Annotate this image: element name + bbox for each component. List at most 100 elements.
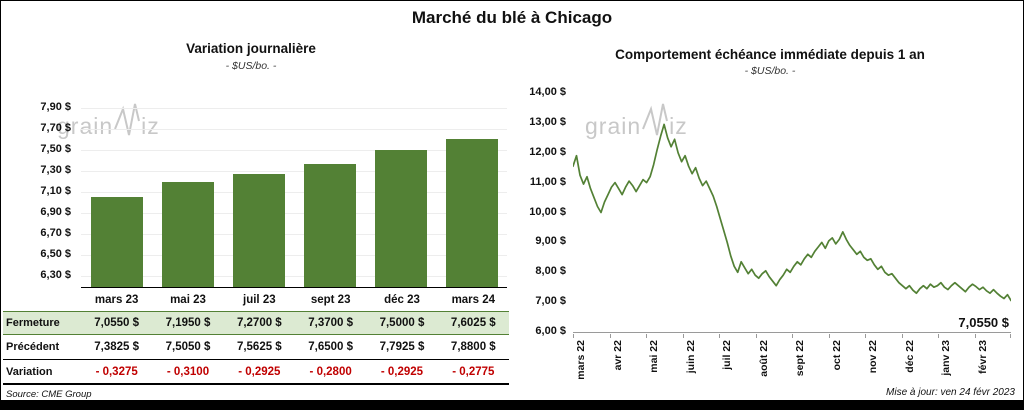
x-axis-label: nov 22 [867, 340, 879, 374]
table-cell: 7,1950 $ [165, 317, 211, 329]
x-axis-label: mai 22 [648, 340, 660, 373]
grainwiz-watermark: grain iz [57, 101, 160, 141]
axis-tick [719, 334, 720, 338]
x-axis-label: déc 22 [903, 340, 916, 373]
price-table: mars 23 mai 23 juil 23 sept 23 déc 23 mars 24… [3, 289, 509, 385]
table-row-variation: Variation - 0,3275 - 0,3100 - 0,2925 - 0,280… [3, 360, 509, 385]
y-axis-label: 13,00 $ [529, 115, 566, 128]
axis-tick [1010, 334, 1011, 338]
y-axis-label: 6,00 $ [535, 325, 566, 337]
y-axis-label: 9,00 $ [535, 235, 566, 248]
column-header: mars 24 [451, 294, 496, 306]
y-axis-label: 7,50 $ [40, 142, 71, 155]
right-chart-subtitle: - $US/bo. - [744, 65, 796, 77]
y-axis-label: 10,00 $ [529, 205, 566, 218]
left-chart-title: Variation journalière [186, 41, 316, 56]
gridline [81, 128, 507, 130]
axis-tick [755, 334, 757, 338]
line-chart-plot [572, 93, 1012, 333]
zigzag-icon [642, 103, 669, 136]
x-axis-label: mars 22 [575, 340, 587, 380]
zigzag-icon [114, 103, 141, 136]
source-note: Source: CME Group [6, 389, 92, 400]
y-axis-label: 7,10 $ [40, 185, 71, 197]
table-cell: 7,6025 $ [450, 317, 496, 329]
axis-tick [682, 334, 684, 338]
x-axis-label: janv 23 [940, 340, 952, 376]
update-note: Mise à jour: ven 24 févr 2023 [886, 387, 1015, 398]
price-line [572, 123, 1012, 302]
y-axis-label: 14,00 $ [529, 86, 566, 98]
left-chart-subtitle: - $US/bo. - [225, 60, 277, 72]
bar [374, 149, 427, 287]
y-axis-label: 6,90 $ [40, 206, 71, 219]
page-title: Marché du blé à Chicago [411, 8, 613, 27]
gridline [81, 255, 507, 257]
x-axis-label: avr 22 [611, 340, 624, 371]
table-cell: - 0,2800 [309, 365, 352, 378]
bar [232, 174, 285, 287]
price-line-chart [572, 123, 1012, 302]
right-chart-title: Comportement échéance immédiate depuis 1… [615, 47, 925, 62]
y-axis-label: 6,30 $ [40, 269, 71, 282]
x-axis-label: juil 22 [721, 340, 733, 370]
column-header: déc 23 [384, 294, 420, 306]
column-header: mai 23 [170, 294, 206, 306]
row-label: Précédent [6, 341, 60, 353]
y-axis-label: 7,70 $ [40, 121, 71, 134]
x-axis-label: oct 22 [830, 340, 843, 371]
row-label: Variation [6, 365, 53, 378]
x-axis-label: juin 22 [684, 340, 697, 374]
table-cell: 7,0550 $ [94, 317, 140, 329]
gridline [81, 107, 507, 109]
axis-tick [792, 334, 793, 338]
row-label: Fermeture [6, 317, 60, 329]
y-axis-label: 7,00 $ [535, 295, 566, 308]
table-cell: - 0,2925 [238, 365, 281, 378]
column-header: mars 23 [94, 294, 139, 306]
bar [90, 196, 143, 287]
axis-tick [865, 334, 866, 338]
table-cell: 7,7925 $ [379, 341, 425, 353]
axis-tick [828, 334, 830, 338]
table-cell: 7,3825 $ [94, 341, 140, 353]
footer-bar [1, 400, 1023, 409]
bar-chart-y-axis: 7,90 $ 7,70 $ 7,50 $ 7,30 $ 7,10 $ 6,90 $ 6,70… [1, 97, 77, 288]
table-cell: 7,5000 $ [379, 317, 425, 329]
grainwiz-watermark: grain iz [585, 101, 688, 141]
gridline [81, 276, 507, 278]
bar-chart-plot [81, 97, 507, 288]
table-cell: 7,6500 $ [308, 341, 354, 353]
axis-tick [609, 334, 611, 338]
table-cell: - 0,2925 [380, 365, 424, 378]
table-cell: 7,3700 $ [308, 317, 354, 329]
table-row-closing: Fermeture 7,0550 $ 7,1950 $ 7,2700 $ 7,3700 … [3, 311, 509, 335]
y-axis-label: 8,00 $ [535, 265, 566, 278]
column-header: sept 23 [310, 294, 351, 306]
watermark-text: iz [669, 113, 688, 139]
axis-tick [573, 334, 574, 338]
line-chart-x-axis: mars 22 avr 22 mai 22 juin 22 juil 22 août 22… [573, 334, 1011, 394]
gridline [81, 234, 507, 236]
column-header: juil 23 [243, 294, 276, 306]
table-cell: 7,5050 $ [165, 341, 211, 353]
watermark-text: grain [585, 113, 642, 139]
axis-tick [646, 334, 647, 338]
table-cell: 7,2700 $ [236, 317, 282, 329]
last-price-label: 7,0550 $ [958, 315, 1009, 330]
watermark-text: iz [141, 113, 160, 139]
x-axis-label: sept 22 [794, 340, 806, 377]
y-axis-label: 11,00 $ [529, 175, 566, 188]
axis-tick [938, 334, 939, 338]
table-cell: - 0,3275 [95, 365, 138, 378]
table-cell: - 0,3100 [166, 365, 210, 378]
watermark-text: grain [57, 113, 114, 139]
x-axis-label: août 22 [757, 340, 770, 377]
bar [161, 181, 214, 287]
y-axis-label: 6,50 $ [40, 248, 71, 261]
y-axis-label: 6,70 $ [40, 227, 71, 240]
y-axis-label: 7,90 $ [40, 100, 71, 113]
bar [445, 138, 498, 287]
gridline [81, 213, 507, 215]
